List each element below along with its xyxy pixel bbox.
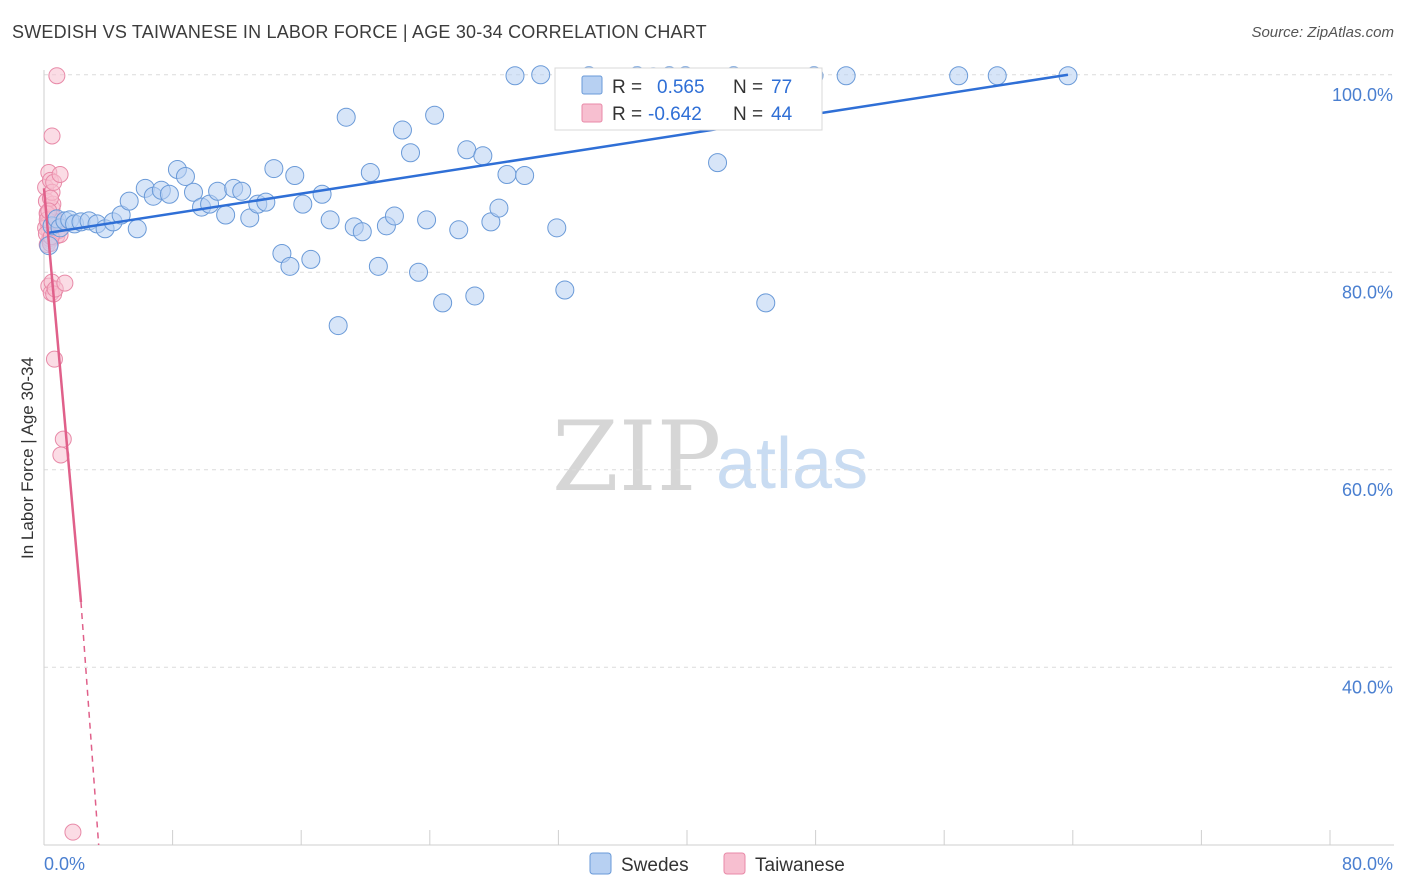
taiwanese-r-label: R = bbox=[612, 104, 642, 125]
swedes-point bbox=[336, 107, 356, 127]
swedes-point bbox=[497, 164, 517, 184]
swedes-trend-line bbox=[48, 73, 1069, 234]
x-tick-label-max: 80.0% bbox=[1342, 854, 1393, 874]
swedes-point bbox=[256, 192, 276, 212]
swedes-point bbox=[409, 262, 429, 282]
swedes-point bbox=[232, 181, 252, 201]
y-tick-label: 80.0% bbox=[1342, 282, 1393, 302]
swedes-point bbox=[183, 182, 203, 202]
x-axis-ticks bbox=[172, 830, 1331, 845]
swedes-point bbox=[392, 120, 412, 140]
chart-source: Source: ZipAtlas.com bbox=[1251, 24, 1394, 41]
taiwanese-point bbox=[51, 165, 69, 183]
swedes-r-label: R = bbox=[612, 77, 642, 98]
watermark-zip: ZIP bbox=[552, 401, 721, 513]
legend-taiwanese-label[interactable]: Taiwanese bbox=[755, 855, 845, 876]
swedes-point bbox=[987, 66, 1007, 86]
legend-taiwanese-swatch[interactable] bbox=[723, 852, 746, 875]
swedes-stat-swatch bbox=[581, 75, 603, 95]
chart-title: SWEDISH VS TAIWANESE IN LABOR FORCE | AG… bbox=[12, 22, 707, 42]
trend-lines bbox=[42, 73, 1069, 846]
swedes-point bbox=[531, 65, 551, 85]
swedes-point bbox=[949, 66, 969, 86]
swedes-point bbox=[301, 249, 321, 269]
taiwanese-n-value: 44 bbox=[771, 104, 793, 125]
legend-swedes-swatch[interactable] bbox=[589, 852, 612, 875]
taiwanese-r-value: -0.642 bbox=[648, 104, 702, 125]
taiwanese-point bbox=[54, 430, 72, 448]
swedes-point bbox=[465, 286, 485, 306]
swedes-point bbox=[417, 210, 437, 230]
swedes-point bbox=[384, 206, 404, 226]
swedes-point bbox=[505, 66, 525, 86]
swedes-point bbox=[352, 222, 372, 242]
swedes-point bbox=[293, 194, 313, 214]
taiwanese-point bbox=[43, 127, 61, 145]
y-axis-tick-labels: 40.0% 60.0% 80.0% 100.0% bbox=[1332, 85, 1393, 698]
bottom-legend: Swedes Taiwanese bbox=[589, 852, 845, 876]
swedes-point bbox=[280, 256, 300, 276]
swedes-point bbox=[449, 220, 469, 240]
swedes-point bbox=[368, 256, 388, 276]
swedes-point bbox=[555, 280, 575, 300]
legend-swedes-label[interactable]: Swedes bbox=[621, 855, 689, 876]
swedes-r-value: 0.565 bbox=[657, 77, 705, 98]
swedes-point bbox=[401, 143, 421, 163]
swedes-point bbox=[216, 205, 236, 225]
taiwanese-trend-extension bbox=[80, 602, 100, 846]
swedes-point bbox=[127, 219, 147, 239]
swedes-point bbox=[264, 159, 284, 179]
swedes-point bbox=[836, 66, 856, 86]
taiwanese-point bbox=[48, 67, 66, 85]
swedes-n-value: 77 bbox=[771, 77, 792, 98]
swedes-point bbox=[425, 105, 445, 125]
taiwanese-trend-line bbox=[42, 188, 83, 603]
swedes-point bbox=[360, 163, 380, 183]
swedes-point bbox=[756, 293, 776, 313]
taiwanese-point bbox=[56, 274, 74, 292]
stats-box: R = 0.565 N = 77 R = -0.642 N = 44 bbox=[554, 67, 823, 131]
swedes-point bbox=[473, 146, 493, 166]
swedes-point bbox=[708, 153, 728, 173]
taiwanese-stat-swatch bbox=[581, 103, 603, 123]
swedes-n-label: N = bbox=[733, 77, 763, 98]
swedes-point bbox=[320, 210, 340, 230]
taiwanese-point bbox=[64, 823, 82, 841]
x-tick-label-min: 0.0% bbox=[44, 854, 85, 874]
swedes-point bbox=[328, 316, 348, 336]
swedes-point bbox=[515, 165, 535, 185]
swedes-point bbox=[175, 166, 195, 186]
swedes-point bbox=[547, 218, 567, 238]
y-axis-label: In Labor Force | Age 30-34 bbox=[18, 357, 37, 559]
swedes-point bbox=[312, 184, 332, 204]
y-tick-label: 40.0% bbox=[1342, 677, 1393, 697]
swedes-point bbox=[285, 165, 305, 185]
swedes-point bbox=[159, 184, 179, 204]
swedes-point bbox=[489, 198, 509, 218]
swedes-point bbox=[457, 140, 477, 160]
taiwanese-n-label: N = bbox=[733, 104, 763, 125]
y-tick-label: 100.0% bbox=[1332, 85, 1393, 105]
swedes-point bbox=[119, 191, 139, 211]
swedes-point bbox=[433, 293, 453, 313]
watermark-atlas: atlas bbox=[716, 424, 868, 504]
y-tick-label: 60.0% bbox=[1342, 480, 1393, 500]
swedes-point bbox=[208, 181, 228, 201]
